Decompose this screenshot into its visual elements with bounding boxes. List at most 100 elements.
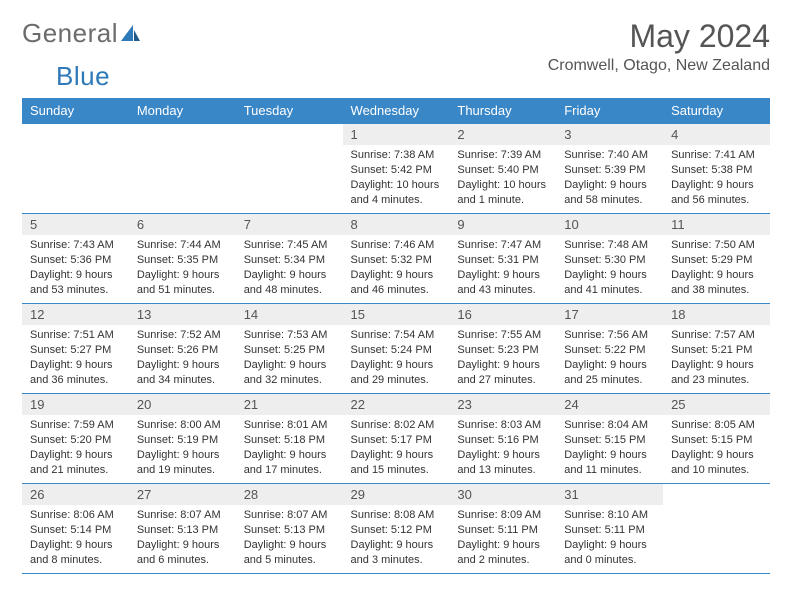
- sunrise-text: Sunrise: 7:44 AM: [137, 238, 228, 253]
- day-body: Sunrise: 8:03 AMSunset: 5:16 PMDaylight:…: [449, 415, 556, 481]
- daylight-text-1: Daylight: 9 hours: [671, 448, 762, 463]
- calendar-day-cell: 21Sunrise: 8:01 AMSunset: 5:18 PMDayligh…: [236, 394, 343, 484]
- day-number: 10: [556, 214, 663, 235]
- day-body: Sunrise: 7:57 AMSunset: 5:21 PMDaylight:…: [663, 325, 770, 391]
- day-number: 31: [556, 484, 663, 505]
- sunset-text: Sunset: 5:32 PM: [351, 253, 442, 268]
- sunrise-text: Sunrise: 8:07 AM: [137, 508, 228, 523]
- sunset-text: Sunset: 5:42 PM: [351, 163, 442, 178]
- sunrise-text: Sunrise: 8:04 AM: [564, 418, 655, 433]
- daylight-text-1: Daylight: 9 hours: [671, 178, 762, 193]
- day-body: Sunrise: 7:40 AMSunset: 5:39 PMDaylight:…: [556, 145, 663, 211]
- calendar-day-cell: 2Sunrise: 7:39 AMSunset: 5:40 PMDaylight…: [449, 124, 556, 214]
- daylight-text-2: and 27 minutes.: [457, 373, 548, 388]
- calendar-day-cell: 16Sunrise: 7:55 AMSunset: 5:23 PMDayligh…: [449, 304, 556, 394]
- day-body: Sunrise: 8:06 AMSunset: 5:14 PMDaylight:…: [22, 505, 129, 571]
- sunrise-text: Sunrise: 7:55 AM: [457, 328, 548, 343]
- day-number: 1: [343, 124, 450, 145]
- sunset-text: Sunset: 5:18 PM: [244, 433, 335, 448]
- day-number: 25: [663, 394, 770, 415]
- day-body: Sunrise: 8:07 AMSunset: 5:13 PMDaylight:…: [236, 505, 343, 571]
- weekday-header: Monday: [129, 98, 236, 124]
- daylight-text-1: Daylight: 9 hours: [137, 448, 228, 463]
- sunrise-text: Sunrise: 7:46 AM: [351, 238, 442, 253]
- calendar-day-cell: 30Sunrise: 8:09 AMSunset: 5:11 PMDayligh…: [449, 484, 556, 574]
- sunset-text: Sunset: 5:13 PM: [244, 523, 335, 538]
- sunset-text: Sunset: 5:36 PM: [30, 253, 121, 268]
- daylight-text-2: and 4 minutes.: [351, 193, 442, 208]
- sunset-text: Sunset: 5:21 PM: [671, 343, 762, 358]
- day-number: 4: [663, 124, 770, 145]
- sunrise-text: Sunrise: 7:47 AM: [457, 238, 548, 253]
- daylight-text-1: Daylight: 9 hours: [137, 358, 228, 373]
- day-body: Sunrise: 7:53 AMSunset: 5:25 PMDaylight:…: [236, 325, 343, 391]
- daylight-text-2: and 23 minutes.: [671, 373, 762, 388]
- day-number: 29: [343, 484, 450, 505]
- sunset-text: Sunset: 5:14 PM: [30, 523, 121, 538]
- day-body: Sunrise: 7:41 AMSunset: 5:38 PMDaylight:…: [663, 145, 770, 211]
- daylight-text-2: and 8 minutes.: [30, 553, 121, 568]
- sunrise-text: Sunrise: 7:41 AM: [671, 148, 762, 163]
- weekday-header: Friday: [556, 98, 663, 124]
- sunrise-text: Sunrise: 8:06 AM: [30, 508, 121, 523]
- sunrise-text: Sunrise: 7:57 AM: [671, 328, 762, 343]
- day-number: 24: [556, 394, 663, 415]
- sunrise-text: Sunrise: 8:01 AM: [244, 418, 335, 433]
- calendar-day-cell: 10Sunrise: 7:48 AMSunset: 5:30 PMDayligh…: [556, 214, 663, 304]
- daylight-text-1: Daylight: 9 hours: [564, 268, 655, 283]
- day-body: Sunrise: 7:38 AMSunset: 5:42 PMDaylight:…: [343, 145, 450, 211]
- daylight-text-1: Daylight: 9 hours: [671, 268, 762, 283]
- daylight-text-2: and 21 minutes.: [30, 463, 121, 478]
- calendar-day-cell: 29Sunrise: 8:08 AMSunset: 5:12 PMDayligh…: [343, 484, 450, 574]
- daylight-text-1: Daylight: 9 hours: [351, 268, 442, 283]
- calendar-day-cell: 15Sunrise: 7:54 AMSunset: 5:24 PMDayligh…: [343, 304, 450, 394]
- day-number: 5: [22, 214, 129, 235]
- daylight-text-1: Daylight: 9 hours: [351, 538, 442, 553]
- day-number: 30: [449, 484, 556, 505]
- daylight-text-1: Daylight: 9 hours: [457, 268, 548, 283]
- calendar-day-cell: 3Sunrise: 7:40 AMSunset: 5:39 PMDaylight…: [556, 124, 663, 214]
- sunrise-text: Sunrise: 7:38 AM: [351, 148, 442, 163]
- daylight-text-2: and 0 minutes.: [564, 553, 655, 568]
- daylight-text-2: and 58 minutes.: [564, 193, 655, 208]
- daylight-text-2: and 29 minutes.: [351, 373, 442, 388]
- calendar-week-row: 5 Sunrise: 7:43 AMSunset: 5:36 PM Daylight…: [22, 214, 770, 304]
- sunrise-text: Sunrise: 8:09 AM: [457, 508, 548, 523]
- day-number: 16: [449, 304, 556, 325]
- calendar-day-cell: 31Sunrise: 8:10 AMSunset: 5:11 PMDayligh…: [556, 484, 663, 574]
- sunset-text: Sunset: 5:39 PM: [564, 163, 655, 178]
- day-body: Sunrise: 8:08 AMSunset: 5:12 PMDaylight:…: [343, 505, 450, 571]
- daylight-text-1: Daylight: 9 hours: [244, 538, 335, 553]
- sunrise-text: Sunrise: 7:43 AM: [30, 238, 121, 253]
- daylight-text-2: and 6 minutes.: [137, 553, 228, 568]
- daylight-text-1: Daylight: 9 hours: [564, 538, 655, 553]
- day-body: Sunrise: 7:46 AMSunset: 5:32 PMDaylight:…: [343, 235, 450, 301]
- sunset-text: Sunset: 5:17 PM: [351, 433, 442, 448]
- daylight-text-1: Daylight: 9 hours: [137, 538, 228, 553]
- day-number: 18: [663, 304, 770, 325]
- day-body: Sunrise: 8:00 AMSunset: 5:19 PMDaylight:…: [129, 415, 236, 481]
- calendar-week-row: 12Sunrise: 7:51 AMSunset: 5:27 PMDayligh…: [22, 304, 770, 394]
- sunrise-text: Sunrise: 7:56 AM: [564, 328, 655, 343]
- day-body: Sunrise: 8:04 AMSunset: 5:15 PMDaylight:…: [556, 415, 663, 481]
- calendar-week-row: 26Sunrise: 8:06 AMSunset: 5:14 PMDayligh…: [22, 484, 770, 574]
- day-body: Sunrise: 7:47 AMSunset: 5:31 PMDaylight:…: [449, 235, 556, 301]
- day-body: Sunrise: 8:09 AMSunset: 5:11 PMDaylight:…: [449, 505, 556, 571]
- sunrise-text: Sunrise: 7:45 AM: [244, 238, 335, 253]
- daylight-text-1: Daylight: 9 hours: [457, 358, 548, 373]
- sunrise-text: Sunrise: 7:39 AM: [457, 148, 548, 163]
- daylight-text-1: Daylight: 9 hours: [244, 358, 335, 373]
- day-number: 21: [236, 394, 343, 415]
- weekday-header: Sunday: [22, 98, 129, 124]
- sunrise-text: Sunrise: 8:03 AM: [457, 418, 548, 433]
- daylight-text-1: Daylight: 9 hours: [30, 538, 121, 553]
- calendar-day-cell: 9Sunrise: 7:47 AMSunset: 5:31 PMDaylight…: [449, 214, 556, 304]
- calendar-day-cell: 11Sunrise: 7:50 AMSunset: 5:29 PMDayligh…: [663, 214, 770, 304]
- sunset-text: Sunset: 5:20 PM: [30, 433, 121, 448]
- calendar-day-cell: 26Sunrise: 8:06 AMSunset: 5:14 PMDayligh…: [22, 484, 129, 574]
- sunset-text: Sunset: 5:16 PM: [457, 433, 548, 448]
- daylight-text-2: and 1 minute.: [457, 193, 548, 208]
- day-body: Sunrise: 8:02 AMSunset: 5:17 PMDaylight:…: [343, 415, 450, 481]
- day-number: 2: [449, 124, 556, 145]
- daylight-text-2: and 17 minutes.: [244, 463, 335, 478]
